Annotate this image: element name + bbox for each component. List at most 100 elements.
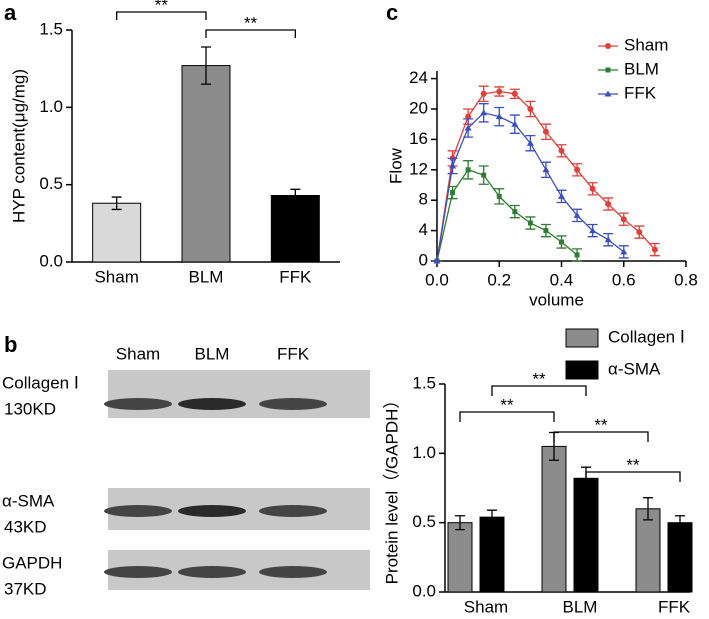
marker bbox=[481, 172, 487, 178]
x-tick-label: 0.6 bbox=[612, 270, 636, 289]
significance-bracket bbox=[205, 29, 296, 38]
marker bbox=[542, 166, 550, 173]
marker bbox=[496, 88, 503, 95]
error-bar bbox=[201, 46, 211, 85]
marker bbox=[465, 113, 472, 120]
marker bbox=[449, 162, 457, 169]
marker bbox=[527, 220, 533, 226]
panel-label: a bbox=[4, 0, 17, 25]
significance-label: ** bbox=[155, 0, 169, 14]
marker bbox=[604, 236, 612, 243]
significance-bracket bbox=[116, 11, 207, 20]
marker bbox=[464, 124, 472, 131]
legend-swatch bbox=[565, 328, 599, 348]
panel-label: c bbox=[386, 0, 398, 25]
legend-label: FFK bbox=[624, 83, 657, 102]
x-tick-label: 0.2 bbox=[487, 270, 511, 289]
marker bbox=[496, 193, 502, 199]
marker bbox=[559, 239, 564, 245]
y-tick-label: 20 bbox=[409, 98, 428, 117]
x-tick-label: 0.0 bbox=[425, 270, 449, 289]
y-tick-label: 0.0 bbox=[412, 581, 436, 600]
bar bbox=[667, 522, 693, 593]
significance-bracket bbox=[491, 385, 587, 396]
marker bbox=[574, 252, 580, 258]
bar bbox=[479, 516, 505, 593]
marker bbox=[542, 128, 549, 135]
marker bbox=[480, 109, 488, 116]
y-tick-label: 0.5 bbox=[412, 512, 436, 531]
y-tick-label: 0.0 bbox=[39, 251, 63, 270]
significance-bracket bbox=[459, 411, 555, 422]
y-tick-label: 4 bbox=[419, 220, 428, 239]
y-tick-label: 1.0 bbox=[39, 97, 63, 116]
band bbox=[178, 566, 246, 578]
band bbox=[178, 398, 246, 410]
legend-label: Collagen Ⅰ bbox=[608, 327, 685, 346]
blot-size: 130KD bbox=[4, 399, 56, 418]
error-bar bbox=[675, 515, 685, 531]
y-tick-label: 12 bbox=[409, 159, 428, 178]
y-axis-label: Protein level（/GAPDH） bbox=[382, 392, 401, 585]
band bbox=[104, 505, 172, 517]
marker bbox=[433, 257, 441, 264]
bar bbox=[181, 65, 231, 263]
x-tick-label: Sham bbox=[94, 267, 138, 286]
x-tick-label: FFK bbox=[279, 267, 312, 286]
x-axis-label: volume bbox=[529, 290, 584, 309]
significance-bracket bbox=[553, 431, 649, 442]
y-tick-label: 1.5 bbox=[412, 373, 436, 392]
x-tick-label: BLM bbox=[189, 267, 224, 286]
marker bbox=[543, 228, 549, 234]
marker bbox=[527, 106, 534, 112]
y-tick-label: 8 bbox=[419, 190, 428, 209]
error-bar bbox=[111, 196, 122, 211]
error-bar bbox=[290, 188, 301, 203]
band bbox=[104, 566, 172, 578]
marker bbox=[558, 147, 565, 154]
error-bar bbox=[643, 497, 653, 521]
panel-label: b bbox=[4, 332, 17, 357]
marker bbox=[620, 248, 628, 255]
marker bbox=[526, 139, 534, 146]
y-axis-label: HYP content(μg/mg) bbox=[9, 69, 28, 223]
error-bar bbox=[455, 515, 465, 531]
line bbox=[436, 169, 578, 262]
marker bbox=[620, 216, 627, 223]
blot-bg bbox=[108, 370, 370, 418]
significance-label: ** bbox=[532, 369, 546, 388]
marker bbox=[511, 120, 519, 127]
band bbox=[259, 398, 327, 410]
y-tick-label: 16 bbox=[409, 129, 428, 148]
marker bbox=[605, 43, 611, 49]
bar bbox=[541, 445, 567, 593]
marker bbox=[589, 185, 596, 192]
significance-bracket bbox=[585, 471, 681, 482]
legend-label: Sham bbox=[624, 35, 668, 54]
significance-label: ** bbox=[626, 455, 640, 474]
marker bbox=[511, 90, 518, 97]
blot-label: GAPDH bbox=[2, 553, 62, 572]
x-tick-label: BLM bbox=[563, 597, 598, 616]
marker bbox=[651, 246, 658, 253]
blot-size: 43KD bbox=[4, 517, 47, 536]
legend-swatch bbox=[565, 360, 599, 380]
significance-label: ** bbox=[244, 13, 258, 32]
band bbox=[259, 566, 327, 578]
marker bbox=[465, 167, 471, 173]
marker bbox=[558, 192, 565, 199]
band bbox=[259, 505, 327, 517]
marker bbox=[450, 190, 456, 196]
blot-label: α-SMA bbox=[2, 491, 55, 510]
significance-label: ** bbox=[594, 415, 608, 434]
y-tick-label: 24 bbox=[409, 68, 428, 87]
y-tick-label: 0.5 bbox=[39, 174, 63, 193]
x-tick-label: FFK bbox=[658, 597, 691, 616]
band bbox=[104, 398, 172, 410]
marker bbox=[573, 211, 581, 218]
bar bbox=[635, 508, 661, 593]
marker bbox=[512, 209, 518, 215]
marker bbox=[589, 227, 597, 234]
marker bbox=[604, 90, 612, 97]
